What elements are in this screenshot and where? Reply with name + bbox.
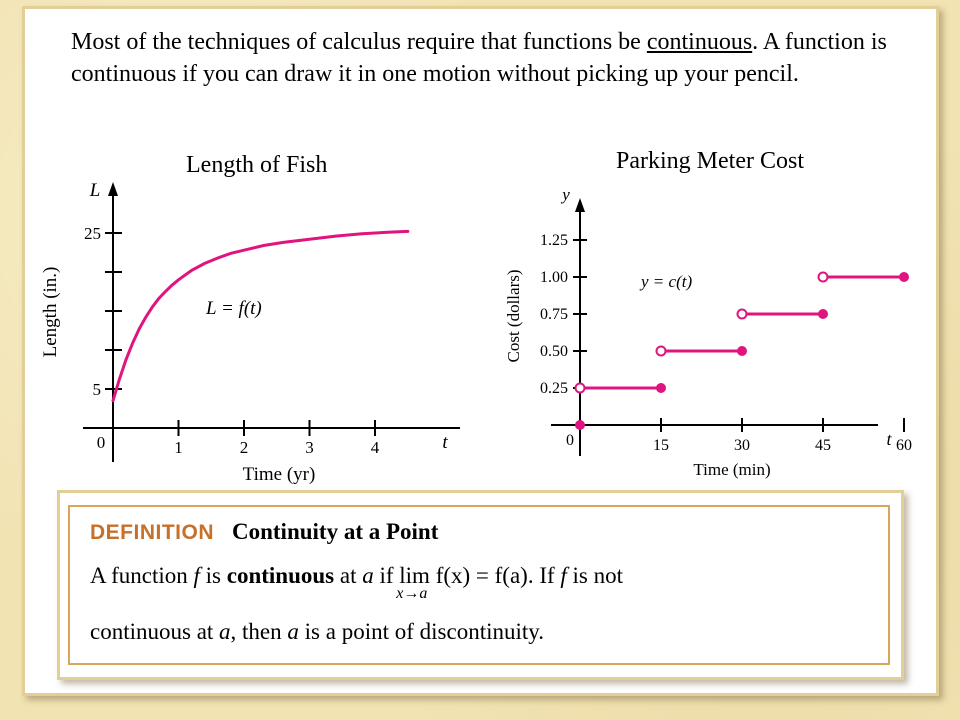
def-bold-continuous: continuous [226, 563, 335, 588]
intro-paragraph: Most of the techniques of calculus requi… [71, 26, 911, 90]
x-tick-label: 45 [815, 437, 831, 454]
closed-endpoint [818, 309, 828, 319]
intro-text-before: Most of the techniques of calculus requi… [71, 29, 647, 55]
def-var-a: a [219, 619, 231, 644]
def-var-a: a [362, 563, 374, 588]
def-var-a: a [287, 619, 299, 644]
closed-endpoint [737, 346, 747, 356]
def-text: , then [230, 619, 288, 644]
y-axis-label: Cost (dollars) [504, 269, 523, 362]
def-text: at [334, 563, 363, 588]
x-tick-label: 30 [734, 437, 750, 454]
x-tick-label: 1 [174, 438, 183, 457]
x-tick-label: 4 [371, 438, 380, 457]
y-tick-label: 5 [93, 380, 102, 399]
limit-operator: lim x→a [396, 563, 430, 602]
y-tick-label: 0.25 [540, 380, 568, 397]
y-axis-variable: y [560, 185, 570, 204]
y-tick-label: 1.00 [540, 269, 568, 286]
y-tick-label: 25 [84, 224, 101, 243]
x-tick-label: 15 [653, 437, 669, 454]
x-axis-variable: t [886, 429, 892, 449]
x-tick-label: 60 [896, 437, 912, 454]
def-text: continuous at [90, 619, 220, 644]
y-tick-label: 0.50 [540, 343, 568, 360]
def-text: if [373, 563, 400, 588]
definition-title: Continuity at a Point [232, 519, 439, 544]
x-axis-variable: t [442, 432, 448, 453]
curve-label: L = f(t) [205, 298, 262, 319]
x-axis-label: Time (min) [693, 460, 770, 479]
limit-word: lim [399, 563, 430, 588]
origin-point [575, 420, 585, 430]
definition-box: DEFINITION Continuity at a Point A functi… [57, 490, 904, 680]
def-var-f: f [560, 563, 567, 588]
y-axis-variable: L [89, 180, 101, 201]
y-axis-arrow [575, 198, 585, 212]
def-text: A function [90, 563, 194, 588]
curve-label: y = c(t) [639, 272, 692, 291]
open-endpoint [574, 382, 586, 394]
definition-line-2: continuous at a, then a is a point of di… [90, 619, 544, 645]
origin-label: 0 [566, 432, 574, 449]
fish-growth-curve [111, 229, 410, 403]
definition-label: DEFINITION [90, 521, 214, 544]
closed-endpoint [656, 383, 666, 393]
def-expression: f(x) = f(a). If [429, 563, 561, 588]
fish-chart-title: Length of Fish [186, 152, 328, 178]
limit-subscript: x→a [396, 585, 428, 602]
definition-heading: DEFINITION Continuity at a Point [90, 519, 438, 545]
origin-label: 0 [97, 433, 106, 452]
def-text: is [199, 563, 227, 588]
def-var-f: f [193, 563, 200, 588]
def-text: is not [566, 563, 624, 588]
intro-underlined-term: continuous [646, 29, 753, 55]
y-tick-label: 1.25 [540, 232, 568, 249]
x-tick-label: 3 [305, 438, 314, 457]
y-tick-label: 0.75 [540, 306, 568, 323]
definition-line-1: A function f is continuous at a if lim x→… [90, 563, 624, 602]
x-axis-label: Time (yr) [243, 464, 316, 485]
closed-endpoint [899, 272, 909, 282]
x-tick-label: 2 [240, 438, 249, 457]
open-endpoint [655, 345, 667, 357]
y-axis-label: Length (in.) [40, 267, 61, 358]
parking-chart-title: Parking Meter Cost [616, 148, 804, 174]
definition-frame: DEFINITION Continuity at a Point A functi… [68, 505, 890, 665]
y-axis-arrow [108, 182, 118, 196]
intro-text-after: . A function is continuous if you can dr… [71, 29, 887, 87]
def-text: is a point of discontinuity. [298, 619, 545, 644]
open-endpoint [736, 308, 748, 320]
open-endpoint [817, 271, 829, 283]
